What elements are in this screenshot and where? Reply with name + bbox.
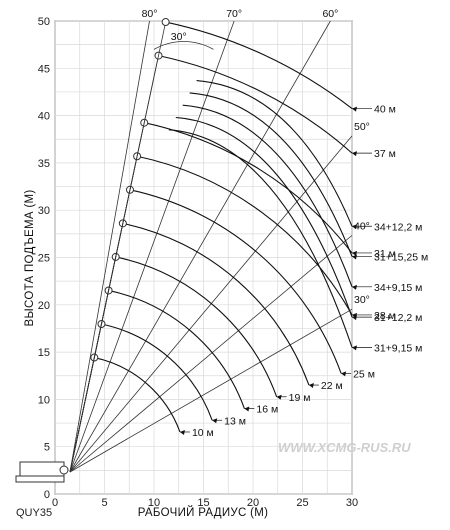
series-arrow [352,250,357,256]
angle-label: 80° [142,8,158,20]
x-tick-label: 30 [346,497,358,509]
y-tick-label: 40 [38,111,50,123]
series-label: 19 м [289,392,311,404]
jib-arc [175,116,353,318]
series-arrow [244,406,250,412]
boom-arc [122,222,310,386]
x-tick-label: 15 [197,497,209,509]
y-tick-label: 50 [38,16,50,28]
boom-arc [94,357,181,433]
y-tick-label: 30 [38,205,50,217]
y-tick-label: 5 [44,442,50,454]
series-label: 10 м [192,427,214,439]
series-arrow [341,371,347,377]
angle-line [69,20,235,473]
series-arrow [352,284,357,290]
series-label: 25 м [353,368,375,380]
jib-offset-arc [153,41,214,50]
jib-arc [182,104,353,288]
crane-base-icon [15,461,69,483]
boom-arc [108,289,245,409]
series-label: 31 м [374,248,396,260]
boom-arc [165,21,353,110]
series-arrow [352,254,357,260]
y-axis-title: ВЫСОТА ПОДЪЕМА (М) [24,190,36,327]
x-tick-label: 5 [101,497,107,509]
series-arrow [352,315,357,321]
boom-arc [101,323,213,421]
series-label: 31+9,15 м [374,342,422,354]
series-label: 13 м [224,415,246,427]
y-tick-label: 35 [38,158,50,170]
series-label: 28 м [374,310,396,322]
angle-label: 30° [354,294,370,306]
boom-head-icon [161,18,170,27]
y-tick-label: 20 [38,300,50,312]
angle-label: 50° [354,121,370,133]
jib-arc [196,80,353,227]
y-tick-label: 10 [38,394,50,406]
y-tick-label: 0 [44,489,50,501]
series-label: 40 м [374,104,396,116]
x-tick-label: 10 [148,497,160,509]
boom-arc [136,155,353,316]
angle-line [69,20,331,473]
angle-line [69,235,353,473]
series-label: 31+12,2 м [374,312,422,324]
series-label: 16 м [256,404,278,416]
series-arrow [276,394,282,400]
series-label: 22 м [321,380,343,392]
series-arrow [352,224,357,230]
watermark: WWW.XCMG-RUS.RU [278,440,411,455]
series-label: 31+15,25 м [374,252,428,264]
jib-offset-label: 30° [171,31,187,43]
boom-arc [158,55,353,154]
x-tick-label: 0 [52,497,58,509]
x-tick-label: 25 [296,497,308,509]
angle-label: 70° [226,8,242,20]
boom-line [69,21,167,473]
jib-arc [189,92,353,257]
y-tick-label: 25 [38,253,50,265]
y-tick-label: 15 [38,347,50,359]
angle-line [69,20,150,473]
series-arrow [212,418,218,424]
boom-arc [115,256,278,397]
boom-arc [129,189,342,374]
angle-label: 60° [322,8,338,20]
series-arrow [308,383,314,389]
angle-line [69,308,353,473]
series-arrow [352,106,357,112]
series-arrow [352,151,357,157]
series-arrow [352,345,357,351]
series-arrow [179,429,185,435]
series-label: 34+12,2 м [374,221,422,233]
x-tick-label: 20 [247,497,259,509]
y-tick-label: 45 [38,63,50,75]
x-axis-title: РАБОЧИЙ РАДИУС (М) [138,506,269,519]
model-label: QUY35 [16,507,52,519]
series-label: 37 м [374,148,396,160]
series-label: 34+9,15 м [374,282,422,294]
jib-arc [168,129,353,348]
